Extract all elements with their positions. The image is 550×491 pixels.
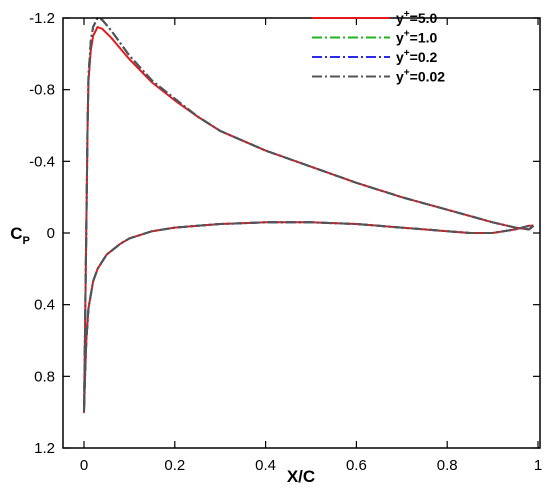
legend-label-sup: + bbox=[404, 48, 410, 59]
x-axis-title: X/C bbox=[287, 467, 315, 486]
x-tick-label: 0.8 bbox=[437, 457, 458, 474]
x-tick-label: 1 bbox=[534, 457, 542, 474]
legend-label-value: =0.02 bbox=[410, 69, 446, 85]
x-tick-label: 0.6 bbox=[346, 457, 367, 474]
legend-label-4: y+=0.02 bbox=[396, 68, 445, 85]
y-tick-label: 0 bbox=[47, 225, 55, 242]
legend-label-value: =5.0 bbox=[410, 10, 438, 26]
y-axis-title: CP bbox=[10, 224, 30, 247]
legend-label-sup: + bbox=[404, 68, 410, 79]
y-axis-title-sub: P bbox=[22, 235, 29, 247]
y-tick-label: 0.8 bbox=[34, 368, 55, 385]
x-tick-label: 0.2 bbox=[164, 457, 185, 474]
legend-label-3: y+=0.2 bbox=[396, 48, 437, 65]
y-tick-label: -1.2 bbox=[29, 10, 55, 27]
ticks-layer: 0 0.2 0.4 0.6 0.8 1 -1.2 -0.8 -0.4 0 0.4 0.8 1.2 bbox=[29, 10, 542, 474]
y-tick-label: -0.8 bbox=[29, 82, 55, 99]
series-layer bbox=[83, 17, 535, 414]
legend-label-value: =1.0 bbox=[410, 30, 438, 46]
legend-label-base: y bbox=[396, 30, 404, 46]
legend-label-sup: + bbox=[404, 29, 410, 40]
legend-label-sup: + bbox=[404, 9, 410, 20]
y-tick-label: 0.4 bbox=[34, 297, 55, 314]
x-tick-label: 0.4 bbox=[255, 457, 276, 474]
y-tick-label: -0.4 bbox=[29, 153, 55, 170]
legend-label-base: y bbox=[396, 69, 404, 85]
y-tick-label: 1.2 bbox=[34, 440, 55, 457]
x-tick-label: 0 bbox=[80, 457, 88, 474]
legend-label-value: =0.2 bbox=[410, 49, 438, 65]
legend-label-1: y+=5.0 bbox=[396, 9, 437, 26]
legend-label-2: y+=1.0 bbox=[396, 29, 437, 46]
legend-label-base: y bbox=[396, 49, 404, 65]
legend: y+=5.0y+=1.0y+=0.2y+=0.02 bbox=[312, 9, 445, 85]
series-line-4 bbox=[83, 17, 535, 414]
legend-label-base: y bbox=[396, 10, 404, 26]
y-axis-title-main: C bbox=[10, 224, 22, 243]
